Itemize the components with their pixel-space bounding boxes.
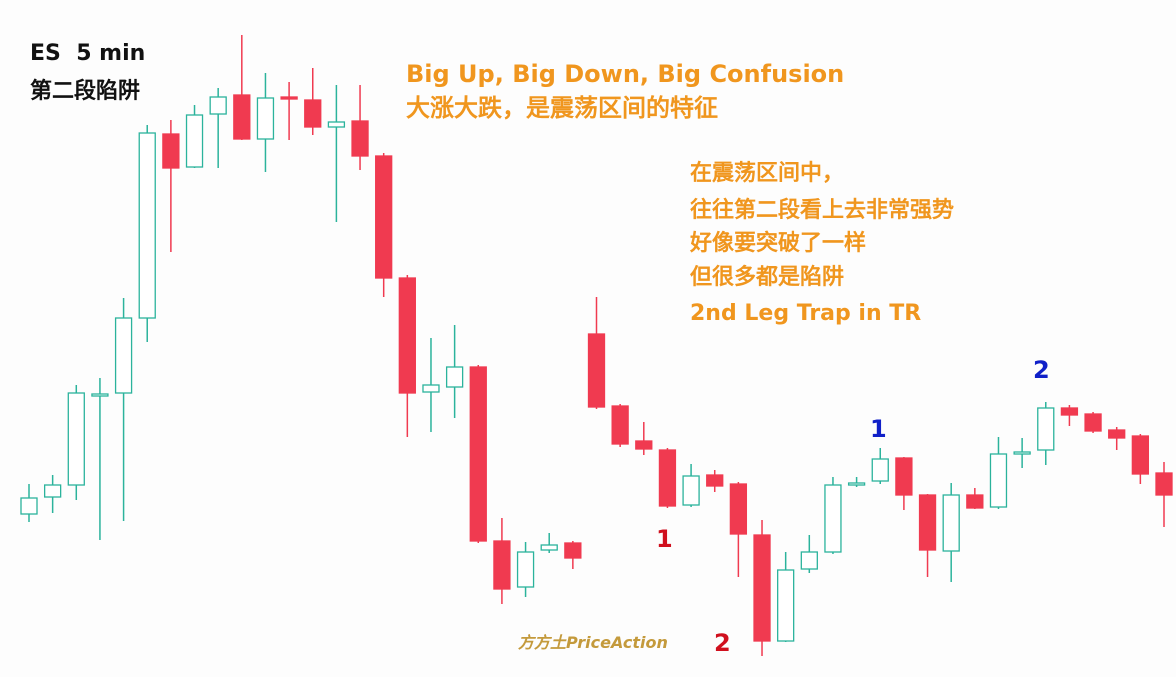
annotation: 2: [714, 629, 731, 657]
annotation: 1: [656, 525, 673, 553]
candle-body: [138, 132, 156, 319]
candle-body: [398, 277, 416, 394]
candle-body: [658, 449, 677, 507]
candle-body: [185, 114, 204, 168]
annotation: Big Up, Big Down, Big Confusion: [406, 60, 844, 88]
candle-body: [871, 458, 889, 482]
candle-body: [1037, 407, 1055, 451]
candle-body: [895, 457, 913, 496]
candle-body: [256, 97, 275, 140]
candle-body: [20, 497, 38, 515]
candle-body: [587, 333, 606, 408]
candle-body: [1084, 413, 1102, 432]
candle-body: [351, 120, 369, 157]
candle-body: [445, 366, 464, 388]
candle-body: [67, 392, 85, 486]
candle-body: [564, 542, 582, 559]
candle-body: [942, 494, 960, 552]
candle-body: [777, 569, 795, 642]
candle-body: [540, 544, 558, 551]
candle-body: [682, 475, 700, 506]
candle-body: [824, 484, 842, 553]
candle-body: [611, 405, 629, 445]
chart-subtitle: 第二段陷阱: [30, 78, 140, 104]
candle-body: [989, 453, 1008, 508]
candle-body: [635, 440, 653, 450]
candle-body: [114, 317, 133, 394]
annotation: 在震荡区间中，: [690, 160, 844, 186]
candle-body: [162, 133, 180, 169]
candle-body: [800, 551, 818, 570]
candle-body: [753, 534, 771, 642]
candle-body: [304, 99, 322, 128]
annotation: 但很多都是陷阱: [690, 264, 844, 290]
candle-body: [43, 484, 62, 498]
candle-body: [280, 96, 298, 100]
candle-body: [966, 494, 984, 509]
candle-body: [493, 540, 511, 590]
candle-body: [233, 94, 251, 140]
chart-title: ES 5 min: [30, 41, 145, 66]
candle-body: [729, 483, 748, 535]
candle-body: [422, 384, 440, 393]
candle-body: [469, 366, 487, 542]
annotation: 大涨大跌，是震荡区间的特征: [406, 94, 718, 122]
candle-body: [706, 474, 724, 487]
candle-body: [516, 551, 535, 588]
annotation: 2: [1033, 356, 1050, 384]
candle-body: [918, 494, 937, 551]
candle-body: [375, 155, 393, 279]
candle-body: [847, 482, 866, 486]
candle-body: [1108, 429, 1126, 439]
annotation: 好像要突破了一样: [689, 230, 866, 256]
annotation: 往往第二段看上去非常强势: [690, 197, 954, 223]
annotation: 1: [870, 415, 887, 443]
candle-body: [1155, 472, 1173, 496]
candle-body: [1013, 451, 1031, 455]
annotation: 方方土PriceAction: [518, 633, 668, 652]
candle-body: [209, 96, 227, 115]
candle-body: [91, 393, 109, 397]
candle-body: [1060, 407, 1079, 416]
candle-body: [1131, 435, 1150, 475]
candle-body: [327, 121, 346, 128]
annotation: 2nd Leg Trap in TR: [690, 301, 921, 326]
